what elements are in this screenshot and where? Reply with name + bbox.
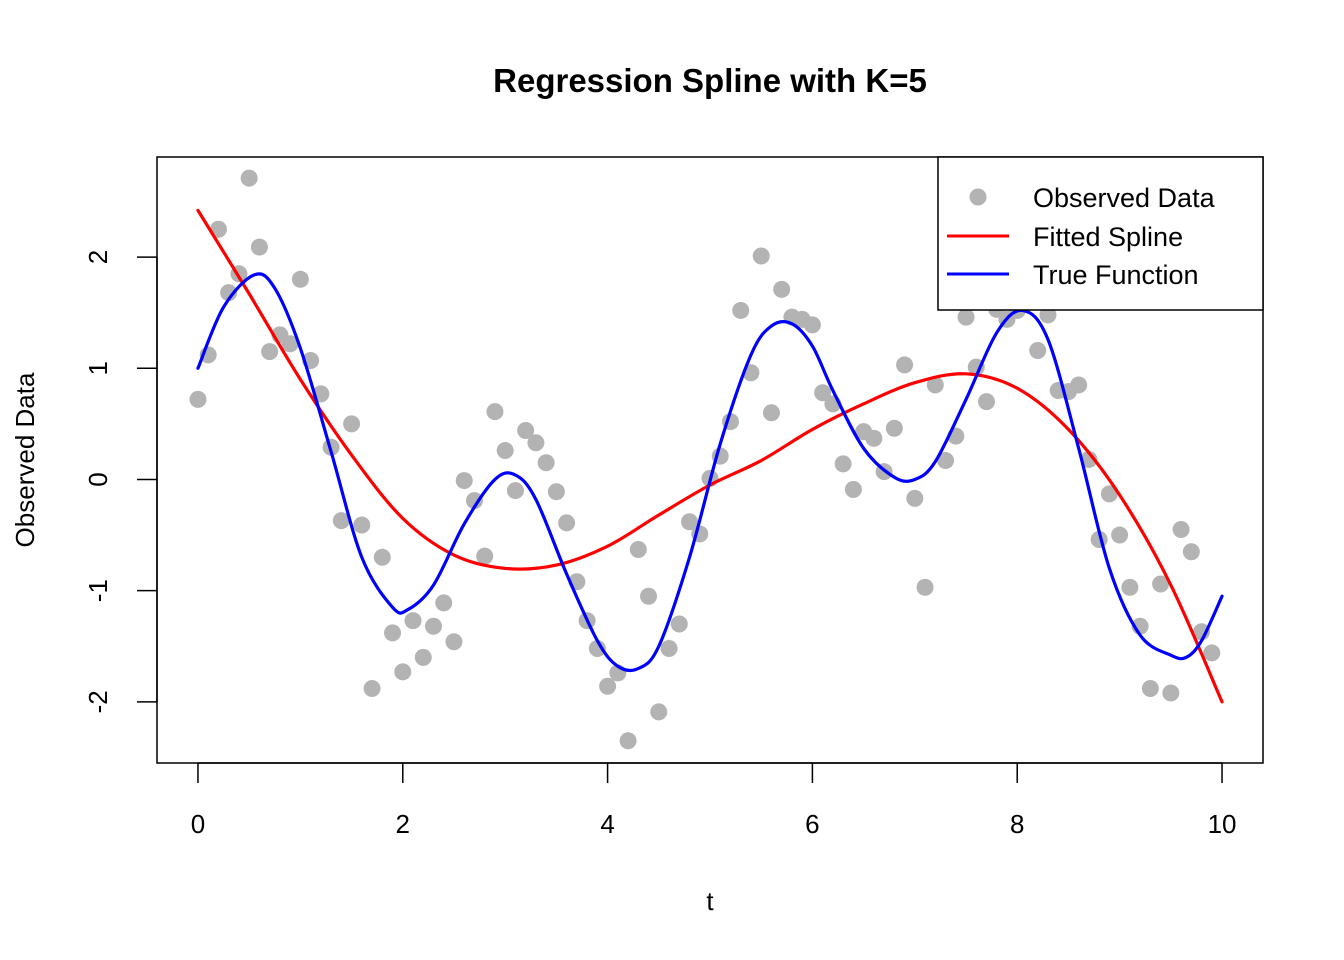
data-point: [291, 270, 309, 288]
y-axis: -2 -1 0 1 2: [83, 250, 158, 713]
data-point: [414, 648, 432, 666]
data-point: [445, 633, 463, 651]
data-point: [425, 617, 442, 635]
data-point: [189, 390, 207, 408]
legend-label-true-function: True Function: [1033, 260, 1199, 290]
chart-title: Regression Spline with K=5: [493, 62, 927, 99]
data-point: [220, 284, 238, 302]
data-point: [1111, 526, 1129, 544]
y-tick-label: 0: [83, 472, 113, 486]
data-point: [629, 541, 647, 559]
data-point: [937, 452, 955, 470]
data-point: [896, 356, 914, 374]
data-point: [394, 663, 412, 681]
data-point: [1182, 543, 1200, 561]
x-axis-label: t: [706, 886, 714, 916]
legend-marker-observed-data: [969, 188, 987, 206]
data-point: [1029, 341, 1047, 359]
data-point: [537, 454, 555, 472]
data-point: [732, 301, 750, 319]
data-point: [558, 514, 576, 532]
data-point: [363, 680, 381, 698]
data-point: [435, 594, 453, 612]
data-point: [1080, 450, 1098, 468]
data-point: [619, 732, 637, 750]
legend-label-observed-data: Observed Data: [1033, 183, 1216, 213]
data-point: [353, 516, 371, 534]
data-point: [209, 220, 227, 238]
data-point: [752, 247, 770, 265]
legend-box: [937, 156, 1264, 311]
data-point: [926, 376, 944, 394]
data-point: [547, 483, 565, 501]
data-point: [343, 415, 361, 433]
data-point: [844, 480, 862, 498]
data-point: [1203, 644, 1221, 662]
series-line-true-function: [196, 272, 1224, 673]
x-tick-label: 6: [805, 809, 819, 839]
data-point: [834, 455, 852, 473]
data-point: [384, 624, 402, 642]
legend-label-fitted-spline: Fitted Spline: [1033, 222, 1183, 252]
x-axis: 0 2 4 6 8 10: [191, 762, 1237, 839]
y-tick-label: -2: [83, 690, 113, 713]
data-point: [916, 578, 934, 596]
data-point: [814, 384, 832, 402]
data-point: [885, 419, 903, 437]
data-point: [1152, 575, 1170, 593]
data-point: [906, 489, 924, 507]
data-point: [599, 677, 617, 695]
y-tick-label: -1: [83, 579, 113, 602]
data-point: [1162, 684, 1180, 702]
data-point: [506, 482, 524, 500]
data-point: [640, 587, 658, 605]
data-point: [773, 280, 791, 298]
data-point: [660, 639, 678, 657]
legend: Observed Data Fitted Spline True Functio…: [937, 156, 1264, 311]
x-tick-label: 8: [1010, 809, 1024, 839]
data-point: [650, 703, 668, 721]
y-tick-label: 2: [83, 250, 113, 264]
data-point: [762, 404, 780, 422]
data-point: [1070, 376, 1088, 394]
x-tick-label: 0: [191, 809, 205, 839]
data-point: [1100, 485, 1118, 503]
data-point: [486, 403, 504, 421]
data-point: [865, 429, 883, 447]
y-axis-label: Observed Data: [10, 372, 40, 547]
data-point: [281, 335, 299, 353]
data-point: [1121, 578, 1139, 596]
y-tick-label: 1: [83, 361, 113, 375]
series-lines: [196, 208, 1224, 704]
data-point: [517, 422, 535, 440]
data-point: [240, 169, 258, 187]
x-tick-label: 10: [1208, 809, 1237, 839]
data-point: [465, 492, 483, 510]
data-point: [261, 343, 279, 361]
data-point: [455, 472, 473, 490]
x-tick-label: 4: [600, 809, 614, 839]
data-point: [957, 308, 975, 326]
data-point: [404, 612, 422, 630]
data-point: [670, 615, 688, 633]
data-point: [496, 442, 514, 460]
data-point: [588, 639, 606, 657]
data-point: [978, 393, 995, 411]
data-point: [250, 238, 268, 256]
data-point: [1172, 520, 1190, 538]
data-point: [373, 548, 391, 566]
data-point: [476, 547, 494, 565]
data-point: [527, 434, 545, 452]
data-point: [1141, 680, 1159, 698]
x-tick-label: 2: [396, 809, 410, 839]
data-point: [681, 513, 699, 531]
data-point: [803, 316, 821, 334]
data-point: [332, 512, 350, 530]
